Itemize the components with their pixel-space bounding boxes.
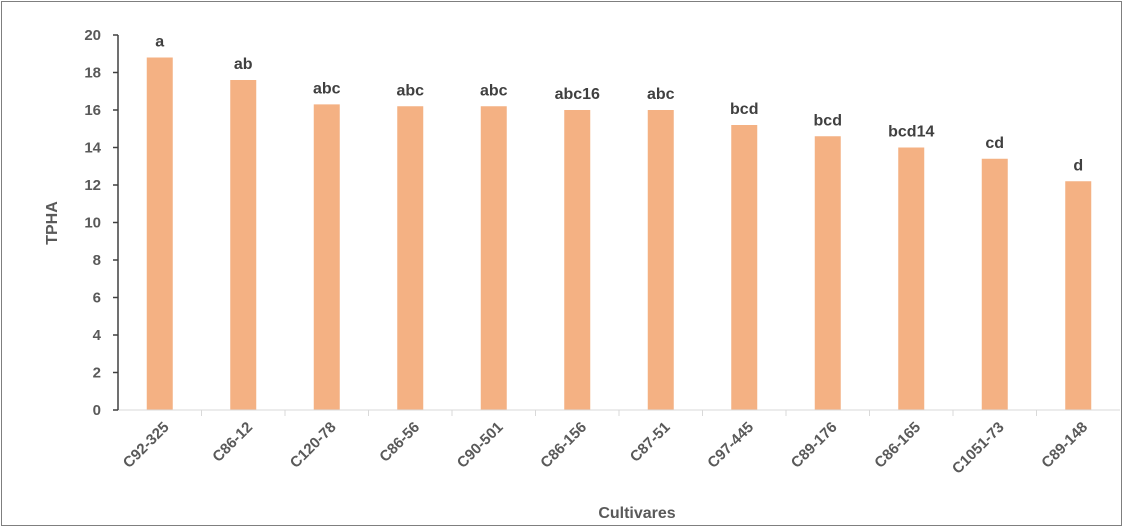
x-tick-label: C120-78	[287, 419, 340, 472]
data-label: abc	[647, 86, 675, 103]
data-label: bcd14	[888, 124, 934, 141]
x-tick-label: C90-501	[454, 419, 507, 472]
x-tick-label: C97-445	[704, 419, 757, 472]
axes	[117, 35, 1120, 411]
x-tick-label: C89-148	[1038, 419, 1091, 472]
x-tick-label: C87-51	[627, 419, 674, 466]
bar	[814, 136, 841, 410]
x-tick-label: C86-165	[871, 419, 924, 472]
data-label: bcd	[814, 112, 842, 129]
data-label: abc	[480, 82, 508, 99]
bar	[898, 147, 925, 410]
y-tick-label: 20	[84, 27, 101, 44]
bar	[480, 106, 507, 410]
y-tick-label: 8	[93, 252, 101, 269]
bar	[564, 110, 591, 410]
bar	[230, 80, 257, 410]
x-tick-label: C92-325	[120, 419, 173, 472]
y-axis-title: TPHA	[44, 201, 61, 245]
y-tick-label: 2	[93, 365, 101, 382]
y-tick-label: 4	[93, 327, 102, 344]
x-tick-label: C1051-73	[949, 419, 1008, 478]
x-tick-label: C86-56	[376, 419, 423, 466]
y-tick-label: 18	[84, 65, 101, 82]
bar	[981, 158, 1008, 410]
bar	[146, 57, 173, 410]
y-tick-label: 16	[84, 102, 101, 119]
data-labels: a ab abc abc abc abc16 abc bcd bcd bcd14 cd d	[155, 34, 1083, 175]
data-label: a	[155, 34, 164, 51]
data-label: ab	[234, 56, 253, 73]
x-axis-title: Cultivares	[598, 505, 675, 522]
y-tick-label: 12	[84, 177, 101, 194]
bar	[313, 104, 340, 410]
x-axis-ticks: C92-325 C86-12 C120-78 C86-56 C90-501 C86-156…	[120, 410, 1091, 477]
bar	[647, 110, 674, 410]
x-tick-label: C86-12	[209, 419, 256, 466]
data-label: cd	[985, 135, 1004, 152]
data-label: abc	[396, 82, 424, 99]
data-label: abc	[313, 80, 341, 97]
bars	[146, 57, 1092, 410]
y-tick-label: 14	[84, 140, 101, 157]
y-tick-label: 0	[93, 402, 101, 419]
data-label: abc16	[555, 86, 600, 103]
y-tick-label: 10	[84, 215, 101, 232]
x-tick-label: C89-176	[788, 419, 841, 472]
bar	[1065, 181, 1092, 410]
data-label: bcd	[730, 101, 758, 118]
y-tick-label: 6	[93, 290, 101, 307]
bar	[731, 125, 758, 410]
bar	[397, 106, 424, 410]
x-tick-label: C86-156	[537, 419, 590, 472]
data-label: d	[1073, 157, 1083, 174]
y-axis-ticks: 0 2 4 6 8 10 12 14 16 18 20	[84, 27, 118, 419]
